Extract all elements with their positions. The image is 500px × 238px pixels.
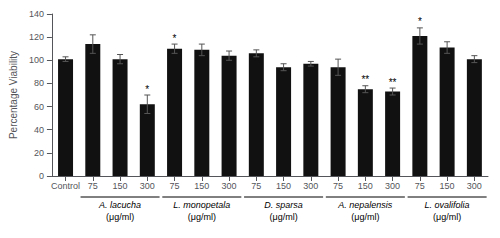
svg-text:140: 140: [29, 9, 44, 19]
svg-text:Control: Control: [51, 181, 80, 191]
svg-text:0: 0: [39, 171, 44, 181]
svg-text:(μg/ml): (μg/ml): [106, 212, 134, 222]
svg-text:(μg/ml): (μg/ml): [269, 212, 297, 222]
svg-text:100: 100: [29, 55, 44, 65]
svg-text:300: 300: [385, 181, 400, 191]
svg-text:*: *: [173, 33, 177, 44]
svg-text:(μg/ml): (μg/ml): [351, 212, 379, 222]
svg-text:150: 150: [440, 181, 455, 191]
svg-text:**: **: [361, 74, 369, 85]
svg-text:40: 40: [34, 125, 44, 135]
svg-text:300: 300: [467, 181, 482, 191]
svg-text:60: 60: [34, 102, 44, 112]
svg-text:150: 150: [276, 181, 291, 191]
svg-text:*: *: [145, 84, 149, 95]
svg-text:120: 120: [29, 32, 44, 42]
svg-text:*: *: [418, 16, 422, 27]
svg-text:(μg/ml): (μg/ml): [433, 212, 461, 222]
svg-text:300: 300: [222, 181, 237, 191]
svg-text:300: 300: [140, 181, 155, 191]
svg-text:150: 150: [358, 181, 373, 191]
svg-text:75: 75: [170, 181, 180, 191]
svg-text:80: 80: [34, 78, 44, 88]
svg-text:L. monopetala: L. monopetala: [173, 200, 230, 210]
svg-text:150: 150: [113, 181, 128, 191]
svg-text:D. sparsa: D. sparsa: [264, 200, 303, 210]
svg-text:Percentage Viability: Percentage Viability: [8, 51, 19, 139]
svg-text:75: 75: [333, 181, 343, 191]
svg-text:**: **: [389, 77, 397, 88]
svg-text:L. ovalifolia: L. ovalifolia: [425, 200, 470, 210]
svg-text:75: 75: [251, 181, 261, 191]
svg-text:A. nepalensis: A. nepalensis: [337, 200, 393, 210]
svg-text:300: 300: [303, 181, 318, 191]
svg-text:20: 20: [34, 148, 44, 158]
svg-text:A. lacucha: A. lacucha: [98, 200, 141, 210]
svg-text:75: 75: [415, 181, 425, 191]
svg-text:(μg/ml): (μg/ml): [188, 212, 216, 222]
svg-text:150: 150: [194, 181, 209, 191]
svg-text:75: 75: [88, 181, 98, 191]
